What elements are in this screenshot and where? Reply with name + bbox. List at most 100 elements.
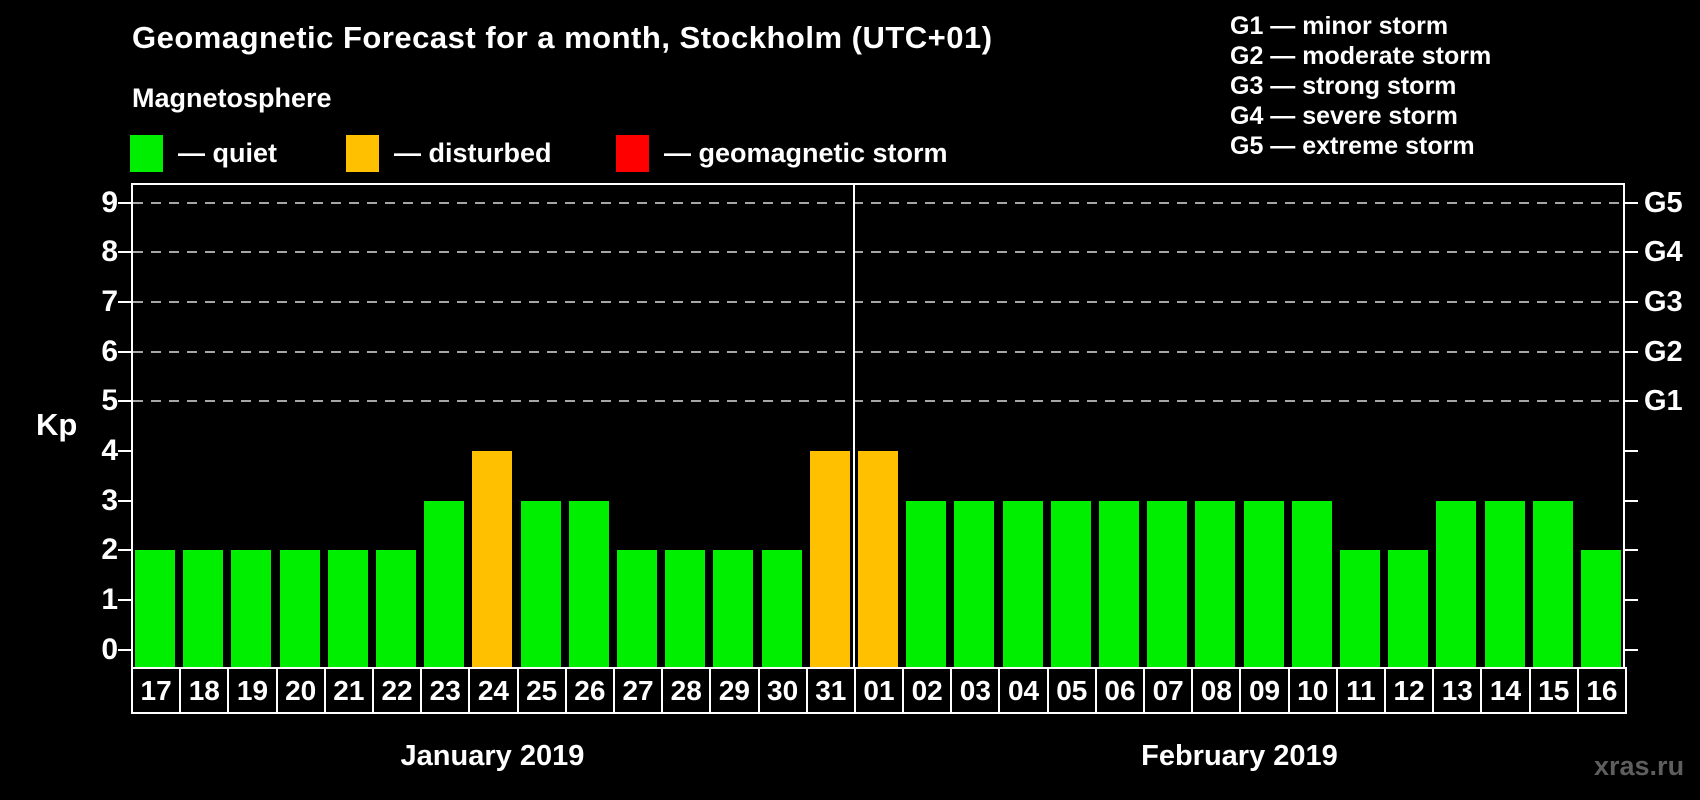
day-label: 16 [1576,667,1627,714]
kp-bar-day-01 [858,451,898,667]
kp-bar-day-14 [1484,500,1525,667]
disturbed-color-swatch [346,134,379,172]
month-label: February 2019 [1141,740,1338,772]
kp-tick-label: 4 [101,434,118,468]
day-label: 05 [1046,667,1097,714]
kp-tick-label: 2 [101,533,118,567]
kp-bar-day-22 [376,550,417,667]
legend-label-disturbed: — disturbed [394,137,552,168]
kp-bar-day-09 [1243,500,1284,667]
day-label: 10 [1287,667,1338,714]
day-label: 17 [131,667,182,714]
legend-label-quiet: — quiet [178,137,277,168]
kp-bar-day-07 [1147,500,1188,667]
kp-tick-label: 7 [101,285,118,319]
magnetosphere-label: Magnetosphere [132,83,332,113]
gridline-kp8 [133,251,1623,254]
day-label: 02 [902,667,953,714]
day-label: 19 [227,667,278,714]
quiet-color-swatch [130,134,163,172]
kp-bar-day-19 [231,550,272,667]
day-label: 13 [1432,667,1483,714]
left-axis-tick [118,350,131,353]
day-label: 28 [661,667,712,714]
g-tick-label: G5 [1644,186,1683,219]
day-label: 07 [1143,667,1194,714]
kp-bar-day-12 [1388,550,1429,667]
day-label: 18 [179,667,230,714]
kp-bar-day-04 [1002,500,1043,667]
kp-bar-day-15 [1532,500,1573,667]
kp-bar-day-27 [617,550,658,667]
g-tick-label: G2 [1644,335,1683,368]
kp-tick-label: 8 [101,235,118,269]
kp-tick-label: 3 [101,483,118,517]
kp-bar-day-26 [568,500,609,667]
day-label: 12 [1384,667,1435,714]
kp-bar-day-11 [1339,550,1380,667]
legend-item-storm: — geomagnetic storm [616,134,948,172]
day-label: 31 [805,667,856,714]
page-title: Geomagnetic Forecast for a month, Stockh… [132,20,993,55]
kp-bar-day-17 [135,550,176,667]
kp-bar-day-24 [472,451,513,667]
right-axis-tick [1625,201,1638,204]
kp-bar-day-08 [1195,500,1236,667]
right-axis-tick [1625,598,1638,601]
g1-legend-line: G1 — minor storm [1230,12,1449,40]
y-axis-title: Kp [36,407,78,442]
day-label: 24 [468,667,519,714]
g2-legend-line: G2 — moderate storm [1230,42,1492,70]
g5-legend-line: G5 — extreme storm [1230,132,1475,160]
plot-border-top [131,183,1625,185]
left-axis-tick [118,499,131,502]
legend-item-disturbed: — disturbed [346,134,552,172]
day-label: 09 [1239,667,1290,714]
kp-bar-day-31 [809,451,850,667]
kp-tick-label: 1 [101,582,118,616]
g-tick-label: G4 [1644,236,1683,269]
kp-bar-day-21 [327,550,368,667]
left-axis-tick [118,598,131,601]
right-axis-tick [1625,350,1638,353]
kp-tick-label: 5 [101,384,118,418]
kp-bar-day-10 [1291,500,1332,667]
day-label: 20 [275,667,326,714]
day-label: 22 [371,667,423,714]
kp-bar-day-20 [279,550,320,667]
kp-bar-day-23 [424,500,465,667]
kp-bar-day-18 [183,550,224,667]
gridline-kp5 [133,400,1623,403]
day-label: 15 [1528,667,1579,714]
right-axis-tick [1625,450,1638,453]
kp-bar-day-25 [520,500,561,667]
day-label: 14 [1480,667,1531,714]
right-axis-tick [1625,499,1638,502]
day-label: 30 [757,667,808,714]
day-label: 11 [1335,667,1387,714]
gridline-kp9 [133,201,1623,204]
right-axis-tick [1625,251,1638,254]
right-axis-tick [1625,301,1638,304]
kp-bar-day-03 [954,500,995,667]
gridline-kp6 [133,350,1623,353]
kp-tick-label: 9 [101,185,118,219]
left-axis-tick [118,549,131,552]
right-axis-tick [1625,648,1638,651]
left-axis-tick [118,201,131,204]
g-tick-label: G3 [1644,286,1683,319]
storm-color-swatch [616,134,649,172]
right-axis-tick [1625,549,1638,552]
kp-bar-day-29 [713,550,754,667]
g4-legend-line: G4 — severe storm [1230,102,1458,130]
plot-border-right [1623,183,1625,667]
day-label: 25 [516,667,567,714]
kp-tick-label: 6 [101,334,118,368]
day-label: 27 [612,667,664,714]
day-label: 01 [853,667,905,714]
left-axis-tick [118,450,131,453]
legend-label-storm: — geomagnetic storm [664,137,948,168]
day-label: 08 [1191,667,1242,714]
left-axis-tick [118,648,131,651]
kp-bar-day-16 [1580,550,1621,667]
